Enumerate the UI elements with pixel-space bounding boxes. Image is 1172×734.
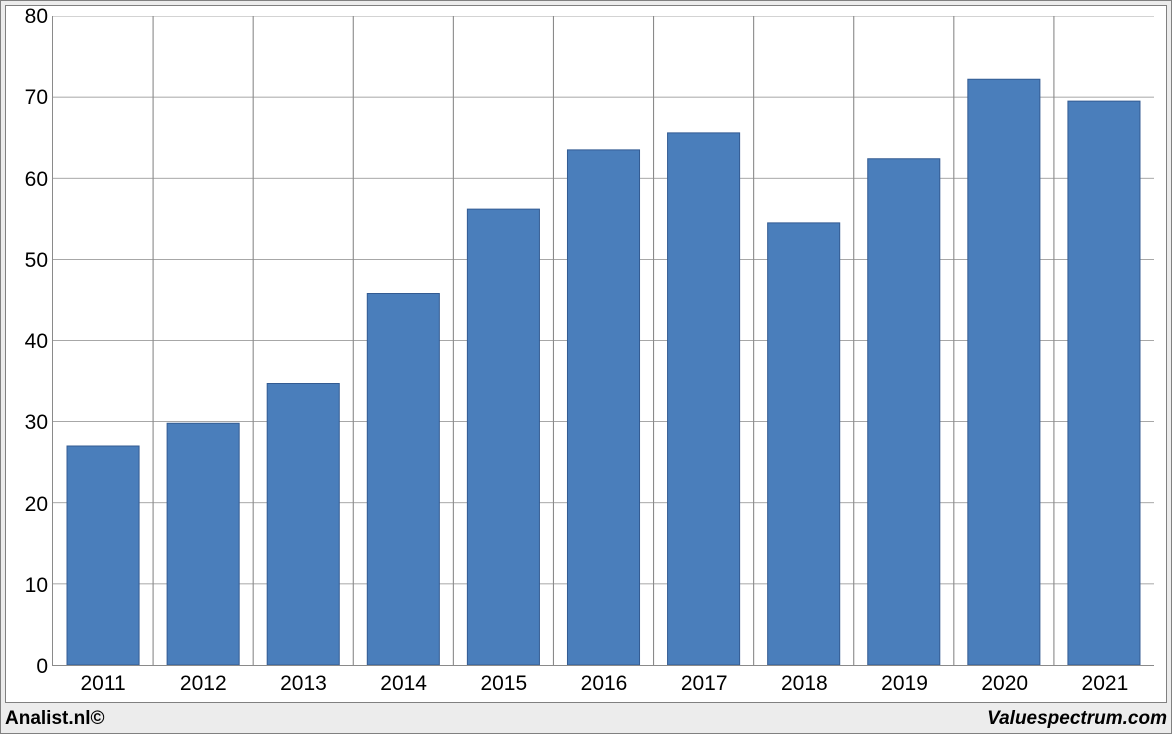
- bar: [567, 150, 639, 665]
- x-tick-label: 2020: [981, 672, 1028, 696]
- bar: [768, 223, 840, 665]
- chart-canvas: 0 10 20 30 40 50 60 70 80 2011 2012 2013 2014 2015 201…: [5, 5, 1167, 703]
- x-tick-label: 2016: [581, 672, 628, 696]
- x-tick-label: 2017: [681, 672, 728, 696]
- y-tick-label: 0: [8, 655, 48, 679]
- y-tick-label: 40: [8, 330, 48, 354]
- bar: [868, 159, 940, 665]
- y-tick-label: 60: [8, 168, 48, 192]
- x-tick-label: 2021: [1082, 672, 1129, 696]
- chart-svg: [53, 16, 1154, 665]
- x-tick-label: 2019: [881, 672, 928, 696]
- plot-area: [52, 16, 1154, 666]
- footer-right-text: Valuespectrum.com: [987, 708, 1167, 730]
- bars-group: [67, 79, 1140, 665]
- x-tick-label: 2013: [280, 672, 327, 696]
- bar: [968, 79, 1040, 665]
- bar: [1068, 101, 1140, 665]
- bar: [167, 423, 239, 665]
- bar: [367, 293, 439, 665]
- y-tick-label: 30: [8, 411, 48, 435]
- x-tick-label: 2012: [180, 672, 227, 696]
- y-tick-label: 70: [8, 86, 48, 110]
- x-tick-label: 2014: [380, 672, 427, 696]
- x-tick-label: 2018: [781, 672, 828, 696]
- x-tick-label: 2011: [80, 672, 125, 696]
- bar: [668, 133, 740, 665]
- x-tick-label: 2015: [480, 672, 527, 696]
- bar: [67, 446, 139, 665]
- y-tick-label: 50: [8, 249, 48, 273]
- y-tick-label: 80: [8, 5, 48, 29]
- bar: [267, 383, 339, 665]
- y-tick-label: 20: [8, 493, 48, 517]
- bar: [467, 209, 539, 665]
- chart-frame: 0 10 20 30 40 50 60 70 80 2011 2012 2013 2014 2015 201…: [0, 0, 1172, 734]
- chart-footer: Analist.nl© Valuespectrum.com: [5, 707, 1167, 731]
- footer-left-text: Analist.nl©: [5, 708, 105, 730]
- y-tick-label: 10: [8, 574, 48, 598]
